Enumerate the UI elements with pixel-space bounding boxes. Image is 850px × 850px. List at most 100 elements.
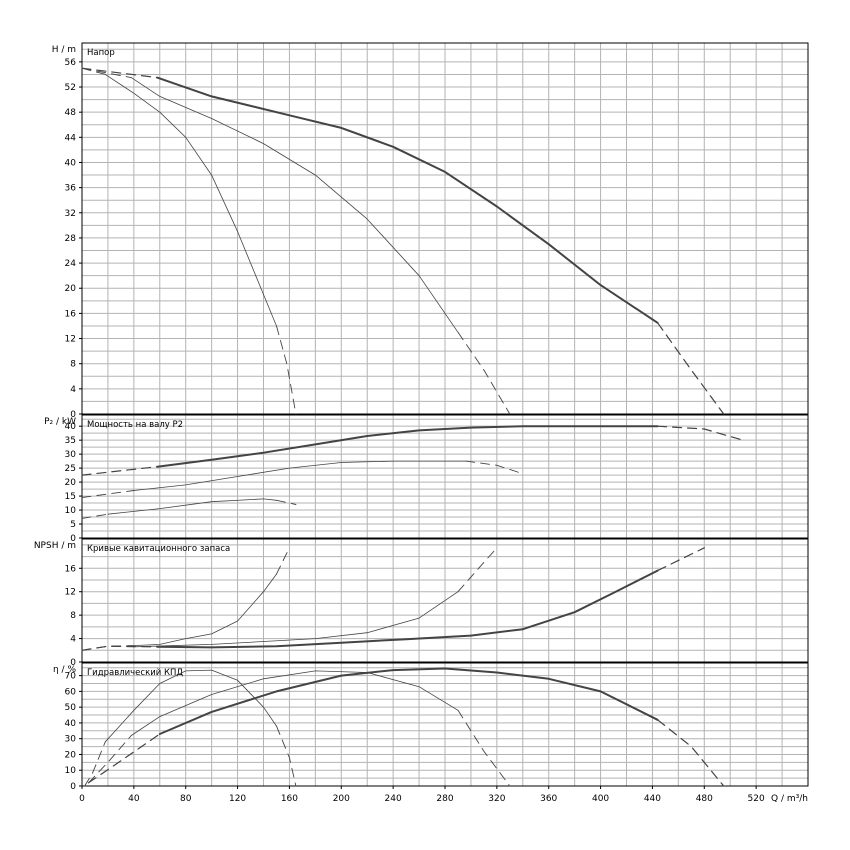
y-tick-label: 30 <box>65 450 77 460</box>
x-tick-label: 120 <box>229 794 246 804</box>
y-tick-label: 25 <box>65 464 76 474</box>
x-tick-label: 40 <box>128 794 140 804</box>
curve-NPSH-2-dashed-end <box>656 547 705 572</box>
y-tick-label: 0 <box>70 658 76 668</box>
curve-P-2 <box>156 425 659 468</box>
y-tick-label: 10 <box>65 506 77 516</box>
curve-NPSH-1-dashed-end <box>457 547 498 593</box>
panel-frame <box>81 414 809 539</box>
y-tick-label: 4 <box>70 635 76 645</box>
y-axis-label: H / m <box>52 45 76 55</box>
curve-NPSH-0-dashed-end <box>276 547 290 575</box>
curve-P-2-dashed-start <box>81 466 158 476</box>
y-tick-label: 8 <box>70 611 76 621</box>
x-tick-label: 320 <box>488 794 505 804</box>
x-tick-label: 280 <box>436 794 453 804</box>
curve-P-2-dashed-end <box>656 425 744 441</box>
panel-frame <box>81 538 809 663</box>
curve-eta-1-dashed-end <box>457 709 511 787</box>
curve-H-2 <box>156 76 659 324</box>
y-tick-label: 4 <box>70 385 76 395</box>
curve-eta-0-dashed-start <box>84 741 106 787</box>
panel-eta: 0 10 20 30 40 50 60 70η / % Гидравлический КПД <box>53 662 809 792</box>
y-axis-label: NPSH / m <box>34 541 76 551</box>
y-tick-label: 24 <box>65 259 77 269</box>
panel-frame <box>81 42 809 415</box>
curve-NPSH-1 <box>133 591 459 648</box>
y-tick-label: 20 <box>65 478 77 488</box>
x-tick-label: 160 <box>281 794 298 804</box>
x-axis-label: Q / m³/h <box>771 794 808 804</box>
curve-P-0 <box>107 498 277 515</box>
y-tick-label: 12 <box>65 335 76 345</box>
curve-P-0-dashed-end <box>276 499 297 505</box>
y-tick-label: 28 <box>65 234 77 244</box>
curve-eta-0-dashed-end <box>276 725 297 787</box>
x-tick-label: 240 <box>385 794 402 804</box>
y-tick-label: 35 <box>65 436 76 446</box>
y-tick-label: 0 <box>70 534 76 544</box>
y-tick-label: 70 <box>65 672 77 682</box>
y-tick-label: 0 <box>70 782 76 792</box>
y-tick-label: 32 <box>65 209 76 219</box>
curve-P-1 <box>133 460 467 491</box>
x-tick-label: 480 <box>696 794 713 804</box>
curve-H-0 <box>104 74 277 327</box>
curve-eta-2-dashed-start <box>87 733 161 784</box>
y-tick-label: 8 <box>70 360 76 370</box>
y-tick-label: 0 <box>70 410 76 420</box>
x-tick-label: 0 <box>79 794 85 804</box>
y-tick-label: 20 <box>65 284 77 294</box>
x-tick-label: 400 <box>592 794 609 804</box>
y-tick-label: 10 <box>65 766 77 776</box>
curve-NPSH-2 <box>156 569 659 649</box>
curve-eta-2-dashed-end <box>656 719 725 787</box>
x-tick-label: 200 <box>333 794 350 804</box>
x-tick-label: 360 <box>540 794 557 804</box>
y-tick-label: 44 <box>65 133 77 143</box>
curve-eta-1 <box>130 670 459 736</box>
y-tick-label: 56 <box>65 58 77 68</box>
y-tick-label: 40 <box>65 422 77 432</box>
y-tick-label: 36 <box>65 184 77 194</box>
curve-NPSH-0 <box>133 573 277 646</box>
curve-H-1 <box>130 77 459 333</box>
y-tick-label: 16 <box>65 564 77 574</box>
y-tick-label: 52 <box>65 83 76 93</box>
y-tick-label: 30 <box>65 735 77 745</box>
y-tick-label: 16 <box>65 309 77 319</box>
curve-eta-1-dashed-start <box>88 735 132 784</box>
panel-title: Напор <box>87 48 115 58</box>
x-tick-label: 80 <box>180 794 192 804</box>
curve-H-2-dashed-start <box>81 67 158 79</box>
curve-H-1-dashed-end <box>457 331 511 415</box>
curve-NPSH-2-dashed-start <box>81 645 158 651</box>
y-tick-label: 5 <box>70 520 76 530</box>
panel-title: Кривые кавитационного запаса <box>87 544 230 554</box>
panel-title: Гидравлический КПД <box>87 668 183 678</box>
y-tick-label: 12 <box>65 588 76 598</box>
curve-H-2-dashed-end <box>656 322 725 415</box>
y-tick-label: 60 <box>65 687 77 697</box>
curve-eta-0 <box>104 669 277 743</box>
y-tick-label: 50 <box>65 703 77 713</box>
curve-P-0-dashed-start <box>81 513 109 519</box>
y-tick-label: 40 <box>65 158 77 168</box>
panel-NPSH: 0 4 8 12 16 NPSH / m Кривые кавитационного зап… <box>34 538 809 668</box>
y-tick-label: 40 <box>65 719 77 729</box>
x-tick-label: 520 <box>748 794 765 804</box>
curve-P-1-dashed-end <box>465 460 524 475</box>
y-axis-label: P₂ / kW <box>44 417 76 427</box>
curve-P-1-dashed-start <box>81 490 135 498</box>
panel-title: Мощность на валу P2 <box>87 420 183 430</box>
y-tick-label: 48 <box>65 108 77 118</box>
x-tick-label: 440 <box>644 794 661 804</box>
y-tick-label: 20 <box>65 750 77 760</box>
curve-H-0-dashed-end <box>276 325 297 415</box>
y-tick-label: 15 <box>65 492 76 502</box>
y-axis-label: η / % <box>53 665 76 675</box>
curve-eta-2 <box>158 667 659 735</box>
